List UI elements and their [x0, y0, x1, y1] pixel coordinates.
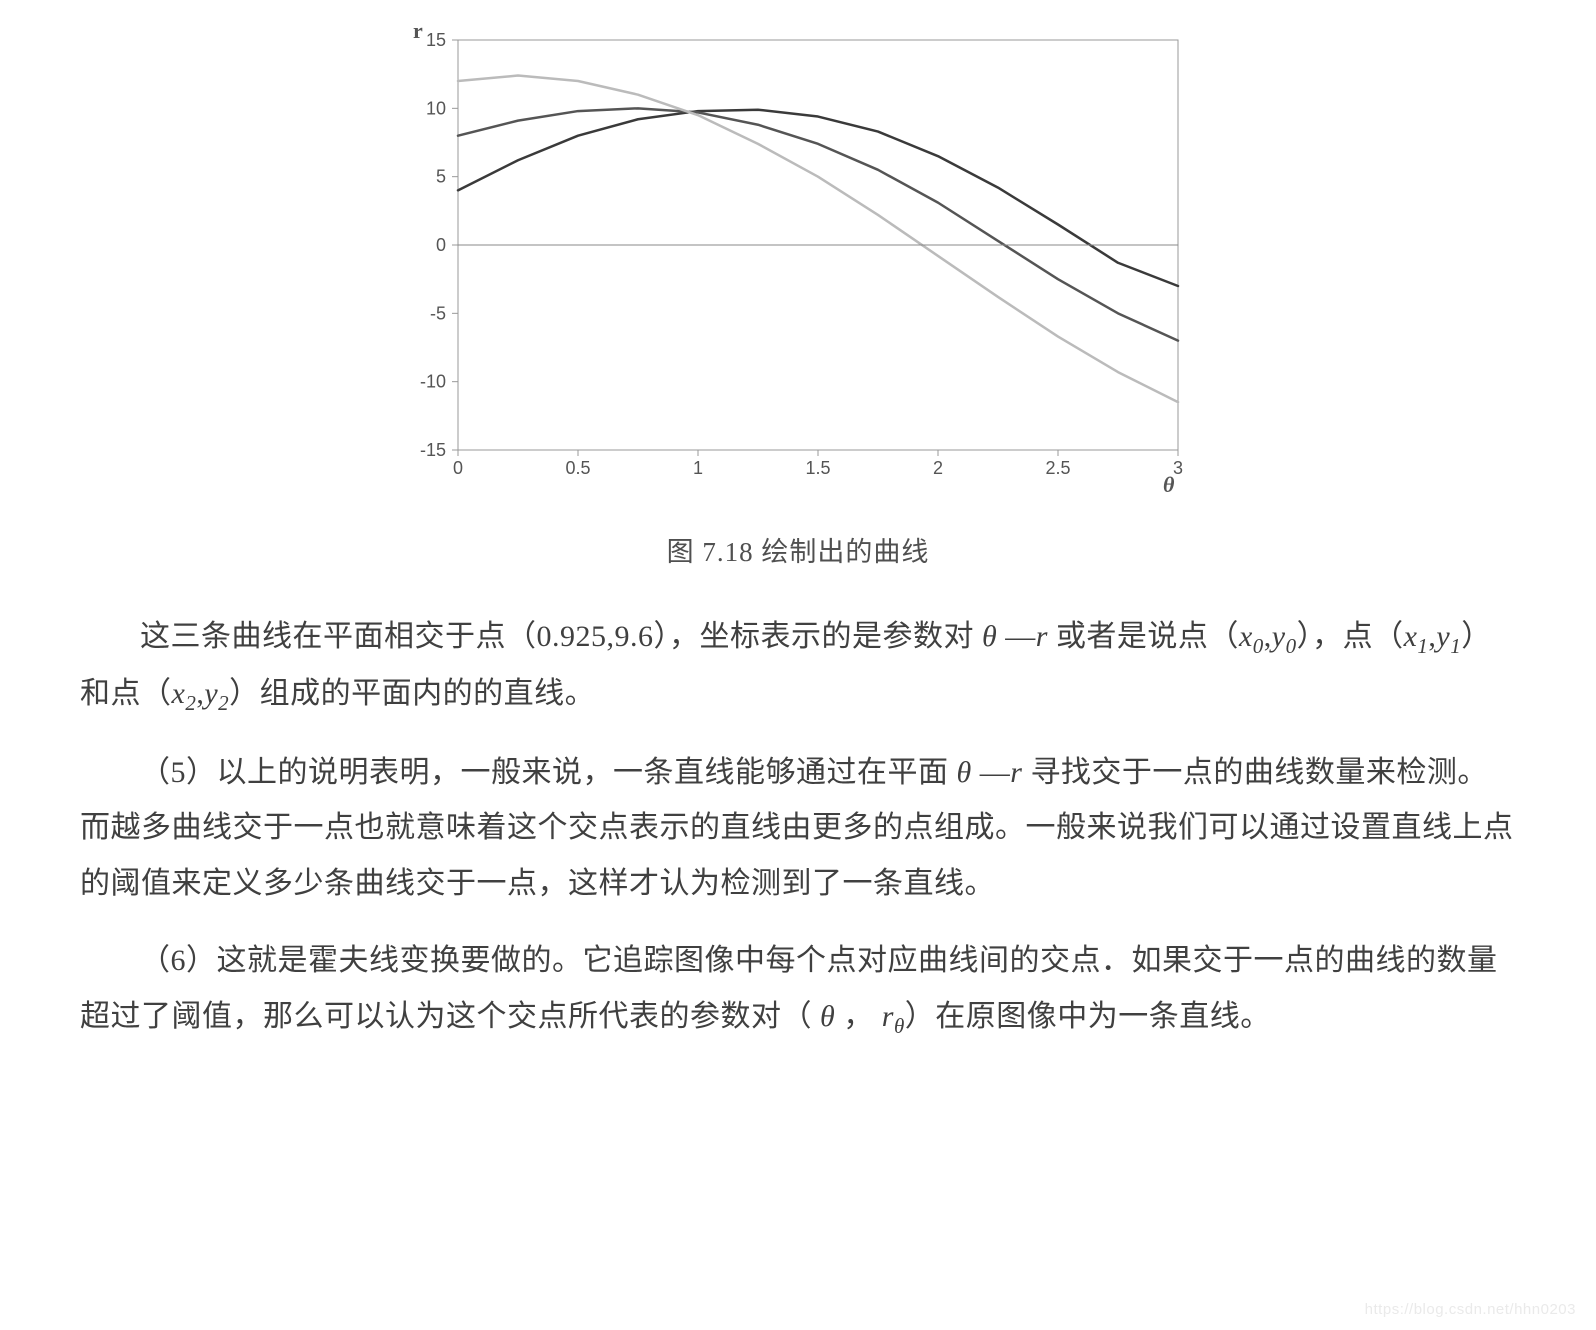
- chart-container: 0 0.5 1 1.5 2 2.5 3 -15 -10 -5 0 5 10 15r θ: [388, 20, 1208, 500]
- subscript: 1: [1450, 634, 1461, 658]
- text: 这三条曲线在平面相交于点（0.925,9.6），坐标表示的是参数对: [140, 620, 982, 653]
- text: —: [997, 620, 1036, 653]
- text: ,: [1264, 620, 1272, 653]
- var-x: x: [1404, 620, 1418, 653]
- svg-text:θ: θ: [1163, 472, 1175, 497]
- line-chart: 0 0.5 1 1.5 2 2.5 3 -15 -10 -5 0 5 10 15r θ: [388, 20, 1208, 500]
- svg-text:1: 1: [693, 458, 703, 478]
- paragraph-1: 这三条曲线在平面相交于点（0.925,9.6），坐标表示的是参数对 θ —r 或…: [80, 609, 1516, 723]
- text: ），点（: [1297, 620, 1404, 653]
- svg-text:0: 0: [453, 458, 463, 478]
- var-y: y: [1272, 620, 1286, 653]
- paragraph-3: （6）这就是霍夫线变换要做的。它追踪图像中每个点对应曲线间的交点．如果交于一点的…: [80, 933, 1516, 1045]
- r-symbol: r: [874, 1000, 894, 1033]
- text: ，: [843, 1000, 874, 1033]
- watermark: https://blog.csdn.net/hhn0203: [1365, 1301, 1576, 1318]
- svg-text:0.5: 0.5: [565, 458, 590, 478]
- r-symbol: r: [1010, 756, 1022, 789]
- svg-text:10: 10: [426, 98, 446, 118]
- svg-text:1.5: 1.5: [805, 458, 830, 478]
- svg-text:15: 15: [426, 30, 446, 50]
- svg-text:0: 0: [436, 235, 446, 255]
- var-y: y: [204, 677, 218, 710]
- subscript: θ: [894, 1014, 905, 1038]
- var-x: x: [1239, 620, 1253, 653]
- theta-symbol: θ: [957, 756, 972, 789]
- text: （5）以上的说明表明，一般来说，一条直线能够通过在平面: [140, 756, 957, 789]
- r-symbol: r: [1036, 620, 1048, 653]
- svg-text:-10: -10: [420, 372, 446, 392]
- subscript: 0: [1253, 634, 1264, 658]
- figure-caption: 图 7.18 绘制出的曲线: [80, 530, 1516, 569]
- theta-symbol: θ: [812, 1000, 843, 1033]
- text: 或者是说点（: [1048, 620, 1239, 653]
- chart-wrapper: 0 0.5 1 1.5 2 2.5 3 -15 -10 -5 0 5 10 15r θ: [80, 20, 1516, 500]
- svg-text:2: 2: [933, 458, 943, 478]
- svg-text:3: 3: [1173, 458, 1183, 478]
- svg-text:-5: -5: [430, 303, 446, 323]
- subscript: 0: [1286, 634, 1297, 658]
- subscript: 2: [185, 691, 196, 715]
- svg-text:r: r: [413, 20, 423, 43]
- text: —: [972, 756, 1011, 789]
- subscript: 1: [1417, 634, 1428, 658]
- text: ）组成的平面内的的直线。: [229, 677, 595, 710]
- text: ）在原图像中为一条直线。: [905, 1000, 1271, 1033]
- var-y: y: [1436, 620, 1450, 653]
- subscript: 2: [218, 691, 229, 715]
- svg-text:2.5: 2.5: [1045, 458, 1070, 478]
- text: （6）这就是霍夫线变换要做的。它追踪图像中每个点对应曲线间的交点．如果交于一点的…: [80, 944, 1498, 1033]
- svg-text:-15: -15: [420, 440, 446, 460]
- svg-text:5: 5: [436, 167, 446, 187]
- theta-symbol: θ: [982, 620, 997, 653]
- paragraph-2: （5）以上的说明表明，一般来说，一条直线能够通过在平面 θ —r 寻找交于一点的…: [80, 745, 1516, 912]
- var-x: x: [172, 677, 186, 710]
